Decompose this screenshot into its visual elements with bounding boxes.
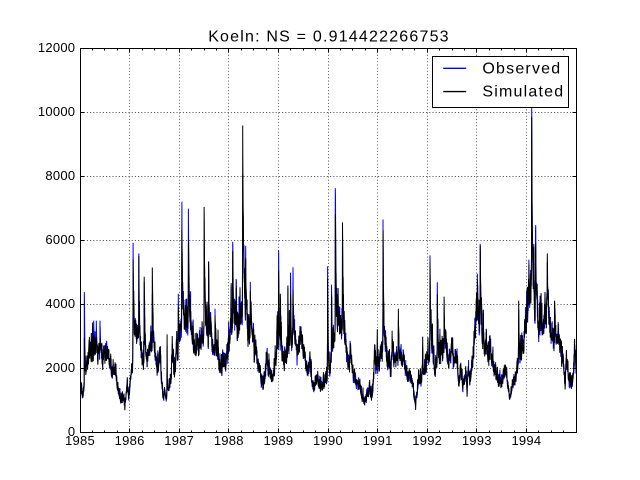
svg-text:12000: 12000: [38, 40, 75, 55]
svg-text:1992: 1992: [412, 433, 442, 448]
svg-text:Simulated: Simulated: [482, 84, 564, 101]
svg-text:1993: 1993: [462, 433, 492, 448]
svg-text:1985: 1985: [65, 433, 95, 448]
svg-text:1991: 1991: [363, 433, 393, 448]
svg-text:0: 0: [68, 424, 75, 439]
svg-text:1988: 1988: [214, 433, 244, 448]
svg-text:Koeln: NS = 0.914422266753: Koeln: NS = 0.914422266753: [208, 29, 450, 46]
svg-text:1994: 1994: [511, 433, 541, 448]
svg-text:8000: 8000: [45, 168, 75, 183]
svg-text:4000: 4000: [45, 296, 75, 311]
svg-text:1986: 1986: [115, 433, 145, 448]
svg-text:Observed: Observed: [482, 60, 561, 77]
svg-text:2000: 2000: [45, 360, 75, 375]
svg-text:1990: 1990: [313, 433, 343, 448]
svg-text:1987: 1987: [164, 433, 194, 448]
svg-text:1989: 1989: [263, 433, 293, 448]
svg-text:10000: 10000: [38, 104, 75, 119]
svg-text:6000: 6000: [45, 232, 75, 247]
